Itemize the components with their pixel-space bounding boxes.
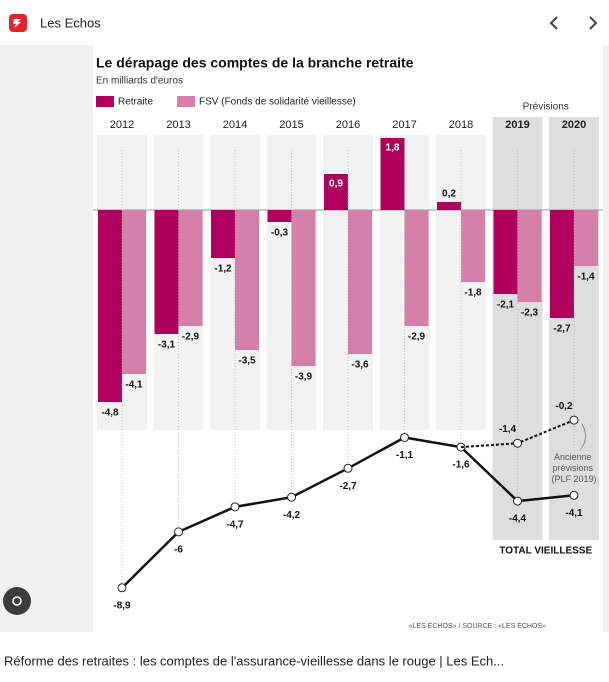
bar [178,210,203,326]
line-point [287,492,296,502]
value-label: -3,9 [295,372,313,383]
value-label: -0,2 [555,401,573,412]
value-label: -1,2 [214,264,232,275]
x-tick-label: 2018 [449,119,473,131]
line-point [400,432,409,442]
bar [550,210,574,318]
line-point [513,496,522,506]
x-tick-label: 2012 [110,119,134,131]
lens-icon [12,596,22,606]
value-label: -1,6 [452,460,470,471]
forecast-column [492,117,543,540]
series-label: TOTAL VIEILLESSE [499,546,592,557]
chart: 2012 2013 2014 2015 2016 2017 2018 2019 2020 Prév… [93,96,603,611]
line-point [513,438,522,448]
value-label: -4,8 [101,408,119,419]
value-label: -8,9 [113,600,131,611]
x-tick-label: 2017 [392,119,416,131]
forecast-label: Prévisions [523,102,569,113]
line-point [117,583,127,593]
x-tick-label: 2015 [279,119,303,131]
bar [493,210,518,294]
value-label: -4,7 [226,519,244,530]
bar [380,138,405,210]
bar [461,210,485,282]
bar [211,210,235,258]
bar [348,210,372,354]
lens-button[interactable] [3,587,31,615]
bar [98,210,122,402]
value-label: 0,9 [329,179,343,190]
logo-glyph [13,19,21,28]
value-label: -2,1 [497,300,515,311]
value-label: -0,3 [271,228,289,239]
value-label: -2,9 [182,332,200,343]
value-label: 1,8 [386,143,400,154]
annotation-arrow [579,423,586,451]
value-label: -3,6 [351,360,369,371]
bar [267,210,292,222]
bar [122,210,146,374]
value-label: -1,8 [464,288,482,299]
bar [404,210,429,326]
value-label: -4,2 [283,510,301,521]
value-label: -3,1 [158,340,176,351]
value-label: -2,9 [408,332,426,343]
line-point [343,463,353,473]
line-point [569,490,579,500]
legend-swatch [96,96,114,107]
annotation: Ancienne prévisions (PLF 2019) [551,452,596,484]
forward-button[interactable] [589,16,598,30]
value-label: 0,2 [442,189,456,200]
caption[interactable]: Réforme des retraites : les comptes de l… [4,653,504,668]
site-name[interactable]: Les Echos [40,15,101,30]
chart-title: Le dérapage des comptes de la branche re… [96,55,414,71]
value-label: -2,7 [553,324,571,335]
bar [437,202,461,210]
annotation-line: Ancienne [554,452,594,462]
x-tick-label: 2016 [336,119,360,131]
value-label: -4,1 [565,508,583,519]
annotation-line: prévisions [552,463,595,473]
x-tick-label: 2019 [505,119,529,131]
value-label: -1,4 [577,272,595,283]
bar [154,210,179,334]
line-point [230,502,240,512]
value-label: -4,1 [125,380,143,391]
legend-label: FSV (Fonds de solidarité vieillesse) [199,97,356,108]
bar [517,210,542,302]
value-label: -1,1 [396,450,414,461]
value-label: -6 [174,545,183,556]
source: «LES ÉCHOS» / SOURCE : «LES ÉCHOS» [409,621,546,630]
bar [324,174,348,210]
value-label: -2,3 [521,308,539,319]
back-button[interactable] [549,16,558,30]
line-point [569,415,579,425]
x-tick-label: 2020 [562,119,586,131]
legend-swatch [177,96,196,107]
x-tick-label: 2014 [223,119,247,131]
value-label: -2,7 [339,481,357,492]
line-point [174,527,183,537]
value-label: -3,5 [238,356,256,367]
value-label: -4,4 [509,514,527,525]
top-bar [0,0,609,45]
chart-subtitle: En milliards d'euros [96,76,183,87]
value-label: -1,4 [499,424,517,435]
x-tick-label: 2013 [166,119,190,131]
bar [291,210,316,366]
bar [574,210,598,266]
legend-label: Retraite [118,97,153,108]
forecast-column [549,117,599,540]
annotation-line: (PLF 2019) [551,474,596,484]
bar [235,210,259,350]
